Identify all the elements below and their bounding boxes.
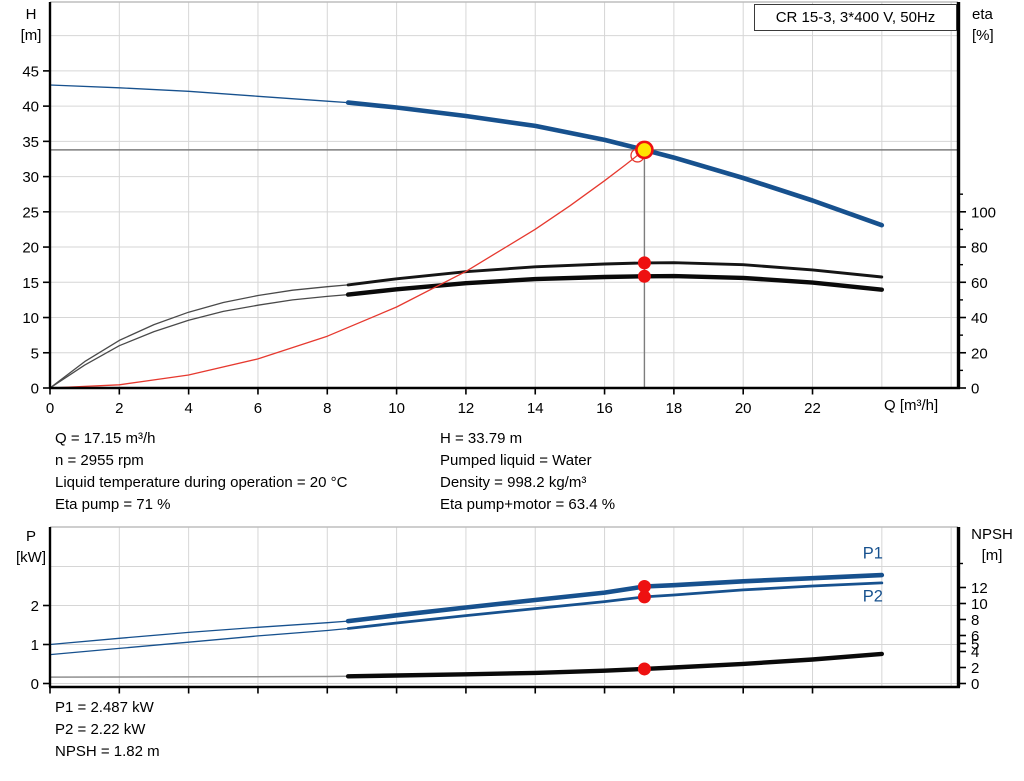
info-line: Q = 17.15 m³/h <box>55 430 156 447</box>
npsh-axis-unit: [m] <box>981 547 1003 564</box>
curve-pump-curve <box>345 100 885 228</box>
left-tick-label: 5 <box>31 345 39 362</box>
info-line: n = 2955 rpm <box>55 452 144 469</box>
info-line: Liquid temperature during operation = 20… <box>55 474 348 491</box>
right-tick-label: 0 <box>971 676 979 693</box>
x-tick-label: 16 <box>596 400 613 417</box>
marker-eta-pump-motor-point <box>637 269 651 283</box>
marker-p1-point <box>637 580 651 594</box>
info-line: Eta pump+motor = 63.4 % <box>440 496 616 513</box>
curve-eta-pump-motor-lead <box>49 293 349 389</box>
bottom-right-axis-label: NPSH [m] <box>964 524 1020 566</box>
p-axis-unit: [kW] <box>16 549 46 566</box>
left-tick-label: 45 <box>22 63 39 80</box>
x-tick-label: 22 <box>804 400 821 417</box>
x-tick-label: 12 <box>458 400 475 417</box>
curve-pump-curve-lead <box>49 84 349 104</box>
right-tick-label: 40 <box>971 310 988 327</box>
curve-p2-lead <box>49 627 349 656</box>
left-tick-label: 20 <box>22 240 39 257</box>
top-right-axis-label: eta [%] <box>972 4 1020 46</box>
right-tick-label: 0 <box>971 381 979 398</box>
right-tick-label: 12 <box>971 580 988 597</box>
info-line: NPSH = 1.82 m <box>55 743 160 760</box>
curve-p2 <box>346 581 884 630</box>
x-tick-label: 2 <box>115 400 123 417</box>
operating-point-info-left: Q = 17.15 m³/h n = 2955 rpm Liquid tempera… <box>55 428 347 516</box>
info-line: Density = 998.2 kg/m³ <box>440 474 587 491</box>
h-axis-unit: [m] <box>20 27 42 44</box>
marker-p2-point <box>637 590 651 604</box>
curve-npsh-lead <box>49 675 349 678</box>
right-tick-label: 8 <box>971 612 979 629</box>
bottom-left-axis-label: P [kW] <box>12 526 50 568</box>
curve-eta-pump-motor <box>345 273 884 297</box>
curve-system-curve <box>49 149 646 389</box>
top-left-axis-label: H [m] <box>15 4 47 46</box>
right-tick-label: 5 <box>971 636 979 653</box>
right-tick-label: 80 <box>971 240 988 257</box>
x-tick-label: 8 <box>323 400 331 417</box>
series-label-p2: P2 <box>863 588 883 606</box>
marker-duty-point <box>635 140 654 160</box>
eta-axis-symbol: eta <box>972 6 993 23</box>
curve-npsh <box>345 651 884 679</box>
left-tick-label: 15 <box>22 275 39 292</box>
curve-eta-pump-lead <box>49 284 349 389</box>
marker-npsh-point <box>637 662 651 676</box>
x-tick-label: 14 <box>527 400 544 417</box>
curve-p1-lead <box>49 620 349 646</box>
p-axis-symbol: P <box>25 528 36 545</box>
x-tick-label: 20 <box>735 400 752 417</box>
info-line: H = 33.79 m <box>440 430 523 447</box>
left-tick-label: 30 <box>22 169 39 186</box>
right-tick-label: 4 <box>971 644 979 661</box>
info-line: Pumped liquid = Water <box>440 452 592 469</box>
right-tick-label: 2 <box>971 660 979 677</box>
x-tick-label: 0 <box>46 400 54 417</box>
right-tick-label: 20 <box>971 345 988 362</box>
pump-title-box: CR 15-3, 3*400 V, 50Hz <box>754 4 957 31</box>
x-tick-label: 4 <box>184 400 192 417</box>
q-axis-label: Q [m³/h] <box>884 397 939 414</box>
left-tick-label: 40 <box>22 99 39 116</box>
left-tick-label: 10 <box>22 310 39 327</box>
left-tick-label: 2 <box>31 598 39 615</box>
curve-p1 <box>345 572 885 624</box>
left-tick-label: 35 <box>22 134 39 151</box>
x-tick-label: 6 <box>254 400 262 417</box>
right-tick-label: 100 <box>971 204 996 221</box>
info-line: Eta pump = 71 % <box>55 496 171 513</box>
series-label-p1: P1 <box>863 544 883 562</box>
info-line: P1 = 2.487 kW <box>55 699 154 716</box>
left-tick-label: 0 <box>31 381 39 398</box>
x-tick-label: 18 <box>666 400 683 417</box>
right-tick-label: 60 <box>971 275 988 292</box>
h-axis-symbol: H <box>25 6 37 23</box>
operating-point-info-right: H = 33.79 m Pumped liquid = Water Density … <box>440 428 615 516</box>
right-tick-label: 10 <box>971 596 988 613</box>
eta-axis-unit: [%] <box>972 27 994 44</box>
left-tick-label: 0 <box>31 676 39 693</box>
left-tick-label: 25 <box>22 204 39 221</box>
power-npsh-info: P1 = 2.487 kW P2 = 2.22 kW NPSH = 1.82 m <box>55 697 160 763</box>
left-tick-label: 1 <box>31 637 39 654</box>
info-line: P2 = 2.22 kW <box>55 721 146 738</box>
right-tick-label: 6 <box>971 628 979 645</box>
curve-eta-pump <box>346 261 884 287</box>
npsh-axis-symbol: NPSH <box>971 526 1013 543</box>
marker-eta-pump-point <box>637 256 651 270</box>
x-tick-label: 10 <box>388 400 405 417</box>
